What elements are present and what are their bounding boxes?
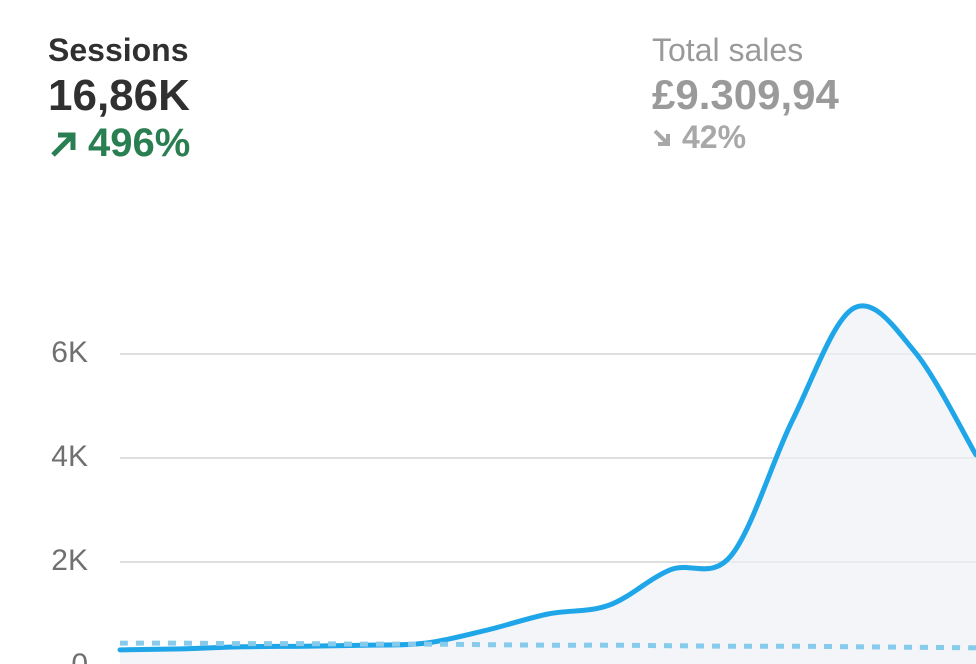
change-text: 42%	[682, 119, 747, 155]
up-arrow-icon	[51, 132, 76, 157]
y-tick-label: 4K	[51, 440, 88, 473]
metric-card[interactable]: Sessions 16,86K 496%	[48, 32, 190, 166]
metric-card[interactable]: Total sales £9.309,94 42%	[652, 32, 839, 156]
area-fill	[120, 306, 976, 664]
metric-change: 42%	[652, 119, 839, 156]
y-tick-label: 6K	[51, 336, 88, 369]
y-tick-label: 2K	[51, 544, 88, 577]
series-line	[117, 303, 976, 653]
metric-value: £9.309,94	[652, 71, 839, 118]
metric-title: Total sales	[652, 32, 804, 68]
metric-title: Sessions	[48, 32, 189, 68]
change-text: 496%	[88, 121, 191, 165]
metric-change: 496%	[48, 121, 190, 166]
metric-value: 16,86K	[48, 71, 190, 120]
y-tick-label: 0	[71, 648, 88, 664]
down-arrow-icon	[653, 129, 670, 146]
